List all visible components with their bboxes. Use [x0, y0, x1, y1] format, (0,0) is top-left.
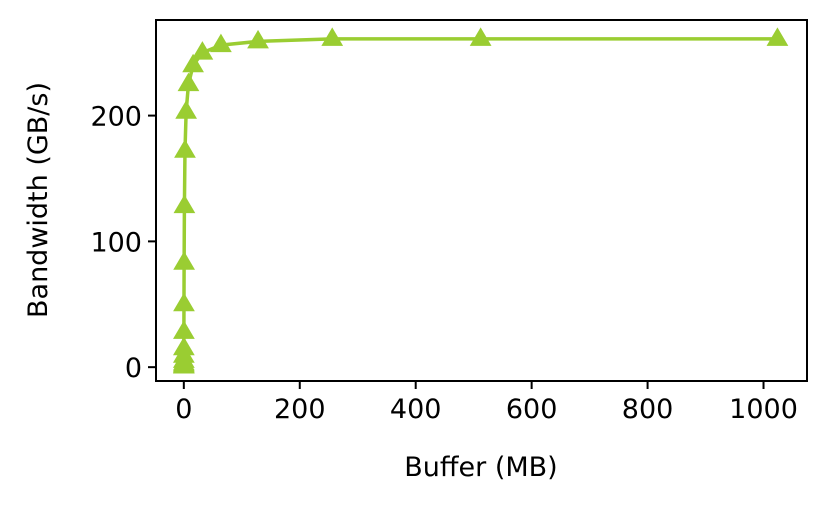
data-point: [321, 27, 344, 46]
data-point: [182, 53, 204, 73]
data-point: [173, 292, 195, 312]
x-tick-label: 600: [506, 394, 558, 425]
data-point: [766, 27, 789, 46]
plot-frame: [155, 19, 808, 382]
x-tick-label: 400: [390, 394, 442, 425]
y-axis-label: Bandwidth (GB/s): [23, 82, 54, 318]
x-tick-label: 200: [274, 394, 326, 425]
y-tick-label: 0: [125, 353, 142, 384]
data-point: [177, 72, 200, 92]
y-tick-label: 200: [90, 102, 142, 133]
x-tick-label: 0: [175, 394, 192, 425]
data-point: [173, 251, 195, 270]
x-axis-label: Buffer (MB): [404, 452, 557, 483]
data-point: [191, 41, 214, 60]
plot-marks: [172, 27, 789, 374]
data-point: [173, 320, 195, 339]
data-point: [172, 336, 195, 356]
data-point: [173, 194, 196, 214]
data-point: [247, 29, 269, 49]
data-point: [175, 100, 198, 119]
x-tick-label: 800: [622, 394, 674, 425]
x-tick-label: 1000: [729, 394, 798, 425]
y-tick-label: 100: [90, 227, 142, 258]
series-line: [182, 37, 778, 368]
axes: 0 200 400 600 800 1000 0 100 200: [90, 102, 797, 425]
data-point: [210, 33, 232, 53]
data-point: [469, 27, 492, 46]
data-point: [174, 139, 196, 158]
